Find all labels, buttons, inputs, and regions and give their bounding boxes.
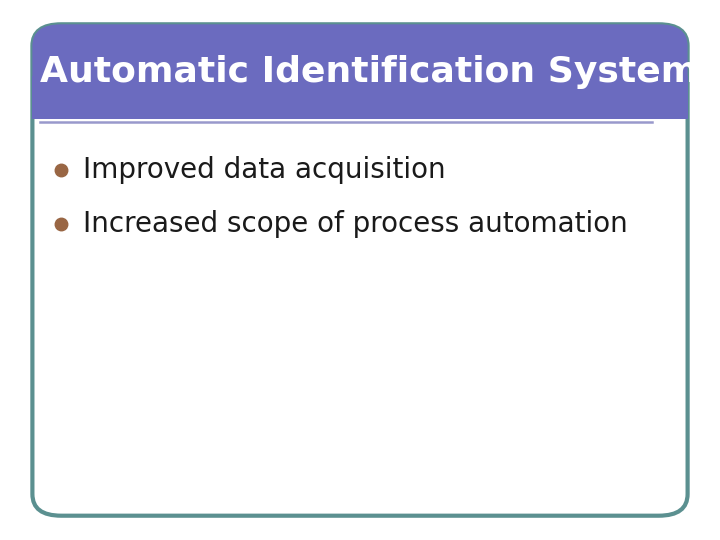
FancyBboxPatch shape: [32, 24, 688, 119]
FancyBboxPatch shape: [32, 24, 688, 516]
Text: Improved data acquisition: Improved data acquisition: [83, 156, 446, 184]
Text: Increased scope of process automation: Increased scope of process automation: [83, 210, 628, 238]
Bar: [32, 76, 688, 119]
Text: Automatic Identification Systems: Automatic Identification Systems: [40, 55, 719, 89]
